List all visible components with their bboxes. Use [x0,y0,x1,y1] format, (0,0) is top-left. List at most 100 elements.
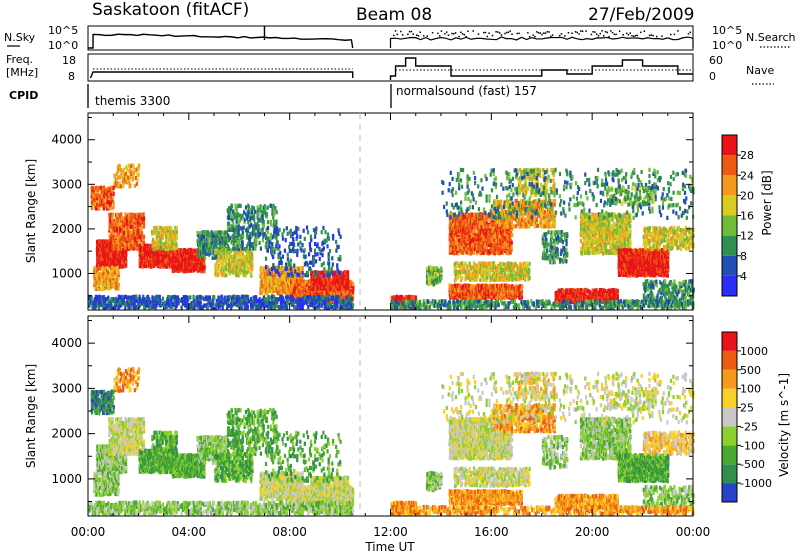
power-cell [283,248,287,253]
power-cell [254,209,257,214]
nsearch-dot [407,33,409,36]
power-cell [102,247,105,252]
power-cell [325,305,328,310]
power-cell [254,244,257,249]
power-cell [171,237,174,242]
power-cell [284,303,288,308]
power-cell [262,234,265,239]
power-cell [309,292,313,297]
power-cell [128,180,131,185]
power-cell [331,256,334,261]
power-cell [115,262,118,267]
power-cell [284,262,288,267]
power-cell [138,258,141,263]
power-cell [105,190,108,195]
power-cell [291,241,294,247]
nsearch-dot [613,33,616,36]
power-cell [201,253,204,258]
power-cell [215,298,218,304]
power-cell [251,263,254,268]
power-cell [133,305,136,310]
power-cell [220,299,223,304]
nsky-panel: N.Sky 10^5 10^0 10^5 10^0 N.Search [4,24,796,52]
power-cell [106,206,109,211]
power-cell [247,211,251,216]
power-cell [97,243,100,248]
power-cell [265,264,268,270]
power-cell [250,273,253,278]
power-cell [233,261,236,266]
power-cell [281,282,284,287]
power-cell [140,250,143,255]
power-cell [344,272,347,278]
nsearch-dot [394,30,397,32]
power-cell [117,184,121,189]
power-cell [272,234,275,239]
nsearch-dot [465,35,467,38]
power-cell [218,233,221,238]
power-cell [134,298,137,303]
power-cell [220,266,223,271]
power-cell [325,286,328,292]
power-cell [108,228,111,233]
power-cell [121,238,124,243]
power-cell [126,222,129,227]
power-cell [230,226,234,231]
power-cell [326,290,329,295]
power-cell [272,274,275,279]
power-cell [257,224,260,229]
power-cell [196,239,199,244]
power-cell [266,225,270,231]
power-cell [107,295,110,300]
power-cell [348,295,351,300]
power-cell [117,222,120,227]
power-cell [299,234,302,239]
power-cell [264,288,268,293]
power-cell [171,301,174,306]
power-cell [95,274,98,279]
power-cell [299,297,302,302]
power-cell [112,191,115,196]
power-cell [166,304,169,309]
power-cell [255,226,258,231]
power-cell [118,303,121,308]
nsearch-dot [463,33,466,36]
nsearch-dot [567,32,570,34]
power-cell [233,250,236,255]
power-cell [117,240,120,246]
power-cell [119,226,122,231]
power-cell [292,301,295,306]
power-cell [309,260,312,265]
power-cell [284,288,287,293]
power-cell [188,295,191,300]
power-cell [194,303,197,308]
power-cell [222,256,226,261]
power-cell [203,254,207,260]
power-cell [339,270,342,275]
power-cell [326,272,329,278]
power-cell [295,230,298,235]
power-cell [218,240,222,245]
power-cell [337,256,340,262]
power-cell [251,254,254,259]
power-cell [120,225,124,230]
power-cell [258,305,261,310]
station-title: Saskatoon (fitACF) [92,0,249,20]
power-cell [105,273,108,279]
nsearch-dot [486,35,489,38]
power-cell [131,240,134,245]
power-cell [300,297,303,302]
power-cell [207,295,210,300]
power-cell [236,212,239,217]
power-cell [128,295,131,300]
power-cell [270,222,273,227]
power-cell [178,260,181,265]
power-cell [96,248,100,253]
freq-panel: Freq. [MHz] 18 8 60 0 Nave [6,53,774,85]
power-cell [130,224,133,230]
power-cell [292,236,295,242]
power-cell [109,244,112,249]
nsky-trace-1 [88,33,354,49]
power-cell [289,258,292,263]
nsearch-dot [447,34,450,36]
